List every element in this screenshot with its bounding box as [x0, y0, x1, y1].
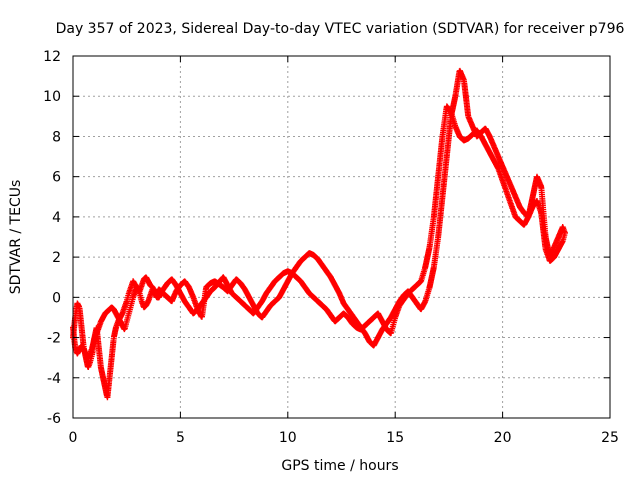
y-tick-label: 6: [52, 170, 61, 186]
y-tick-label: 4: [52, 210, 61, 226]
y-tick-label: 8: [52, 129, 61, 145]
x-tick-label: 15: [386, 430, 404, 446]
y-axis-label: SDTVAR / TECUs: [8, 180, 24, 295]
plot-frame: [72, 55, 611, 419]
x-tick-label: 20: [494, 430, 512, 446]
x-tick-label: 5: [176, 430, 185, 446]
grid-lines: [73, 56, 610, 418]
y-tick-label: 2: [52, 250, 61, 266]
y-tick-label: -4: [47, 371, 61, 387]
y-tick-label: 10: [43, 89, 61, 105]
x-tick-label: 10: [279, 430, 297, 446]
x-axis-label: GPS time / hours: [281, 458, 398, 474]
y-tick-label: -2: [47, 331, 61, 347]
y-tick-label: 12: [43, 49, 61, 65]
data-point: [561, 229, 568, 236]
y-tick-label: -6: [47, 411, 61, 427]
data-points: [70, 67, 568, 401]
chart-title: Day 357 of 2023, Sidereal Day-to-day VTE…: [56, 21, 625, 37]
x-tick-label: 25: [601, 430, 619, 446]
x-tick-label: 0: [69, 430, 78, 446]
axis-ticks: 0 5 10 15 20 25 -6 -4 -2 0 2 4 6 8 10 12: [43, 49, 619, 446]
y-tick-label: 0: [52, 290, 61, 306]
